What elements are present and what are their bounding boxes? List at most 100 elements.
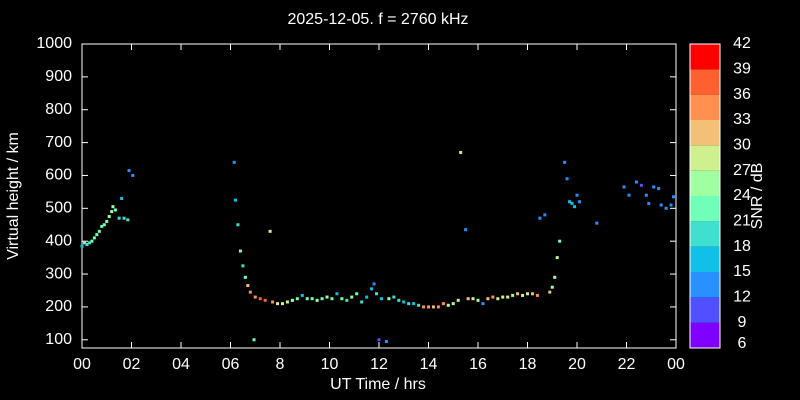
colorbar-band: [690, 196, 720, 222]
data-point: [506, 295, 510, 299]
x-tick-label: 20: [568, 356, 586, 373]
data-point: [111, 205, 115, 209]
x-tick-label: 8: [276, 356, 285, 373]
data-point: [436, 305, 440, 309]
colorbar-tick-label: 9: [738, 314, 747, 331]
data-point: [102, 223, 106, 227]
x-axis-label: UT Time / hrs: [330, 376, 426, 393]
colorbar-band: [690, 272, 720, 298]
data-point: [451, 302, 455, 306]
data-point: [456, 298, 460, 302]
colorbar-band: [690, 221, 720, 247]
data-point: [417, 303, 421, 307]
data-point: [568, 200, 572, 204]
data-point: [459, 150, 463, 154]
data-point: [526, 292, 529, 296]
data-point: [387, 297, 391, 301]
data-point: [377, 338, 381, 342]
data-point: [573, 205, 577, 209]
colorbar-band: [690, 145, 720, 171]
data-point: [575, 193, 579, 197]
data-point: [659, 203, 663, 207]
colorbar-band: [690, 44, 720, 70]
colorbar-frame: [689, 43, 721, 349]
data-point: [310, 297, 314, 301]
data-point: [521, 293, 525, 297]
data-point: [516, 292, 520, 296]
data-point: [501, 295, 505, 299]
colorbar-tick-label: 36: [733, 86, 751, 103]
colorbar-tick-label: 18: [733, 238, 751, 255]
data-point: [464, 228, 468, 232]
data-point: [95, 233, 99, 237]
data-point: [122, 216, 126, 220]
colorbar-tick-label: 24: [733, 187, 751, 204]
data-point: [427, 305, 430, 309]
data-point: [243, 275, 247, 279]
data-point: [553, 275, 557, 279]
data-point: [441, 302, 445, 306]
y-tick-label: 800: [45, 101, 72, 118]
data-point: [80, 244, 84, 248]
y-tick-label: 100: [45, 331, 72, 348]
x-tick-label: 16: [469, 356, 487, 373]
data-point: [300, 293, 304, 297]
data-point: [340, 297, 344, 301]
data-point: [634, 180, 638, 184]
y-tick-label: 700: [45, 134, 72, 151]
y-tick-label: 300: [45, 265, 72, 282]
data-point: [407, 302, 411, 306]
data-point: [87, 241, 91, 245]
data-point: [471, 297, 475, 301]
data-point: [446, 303, 450, 307]
colorbar-label: SNR / dB: [749, 163, 766, 230]
y-tick-label: 400: [45, 232, 72, 249]
colorbar-band: [690, 94, 720, 120]
data-point: [360, 300, 364, 304]
data-point: [543, 213, 547, 217]
data-point: [248, 290, 252, 294]
data-point: [100, 224, 104, 228]
data-point: [422, 305, 426, 309]
y-axis-label: Virtual height / km: [5, 132, 22, 260]
data-point: [90, 239, 94, 243]
colorbar-band: [690, 170, 720, 196]
data-point: [120, 196, 124, 200]
colorbar-tick-label: 39: [733, 61, 751, 78]
data-point: [644, 193, 648, 197]
y-tick-label: 900: [45, 68, 72, 85]
colorbar-tick-label: 21: [733, 213, 751, 230]
data-point: [350, 295, 354, 299]
colorbar-tick-label: 6: [738, 335, 747, 352]
data-point: [412, 302, 416, 306]
data-point: [535, 293, 539, 297]
data-point: [276, 302, 280, 306]
data-point: [253, 295, 257, 299]
data-point: [476, 298, 480, 302]
data-point: [233, 198, 237, 202]
data-point: [126, 218, 130, 222]
data-point: [232, 160, 236, 164]
data-point: [647, 201, 651, 205]
colorbar-tick-label: 27: [733, 162, 751, 179]
data-point: [290, 298, 294, 302]
data-point: [627, 193, 631, 197]
data-point: [397, 298, 401, 302]
data-point: [375, 292, 379, 296]
colorbar-band: [690, 246, 720, 272]
data-point: [538, 216, 542, 220]
data-point: [595, 221, 599, 225]
data-point: [384, 339, 388, 343]
y-tick-label: 1000: [36, 35, 72, 52]
colorbar-tick-label: 15: [733, 263, 751, 280]
x-tick-label: 10: [321, 356, 339, 373]
data-point: [664, 206, 668, 210]
data-point: [345, 298, 349, 302]
x-tick-label: 06: [222, 356, 240, 373]
data-point: [372, 282, 376, 286]
data-point: [496, 297, 500, 301]
data-point: [268, 229, 272, 233]
data-point: [639, 183, 643, 187]
